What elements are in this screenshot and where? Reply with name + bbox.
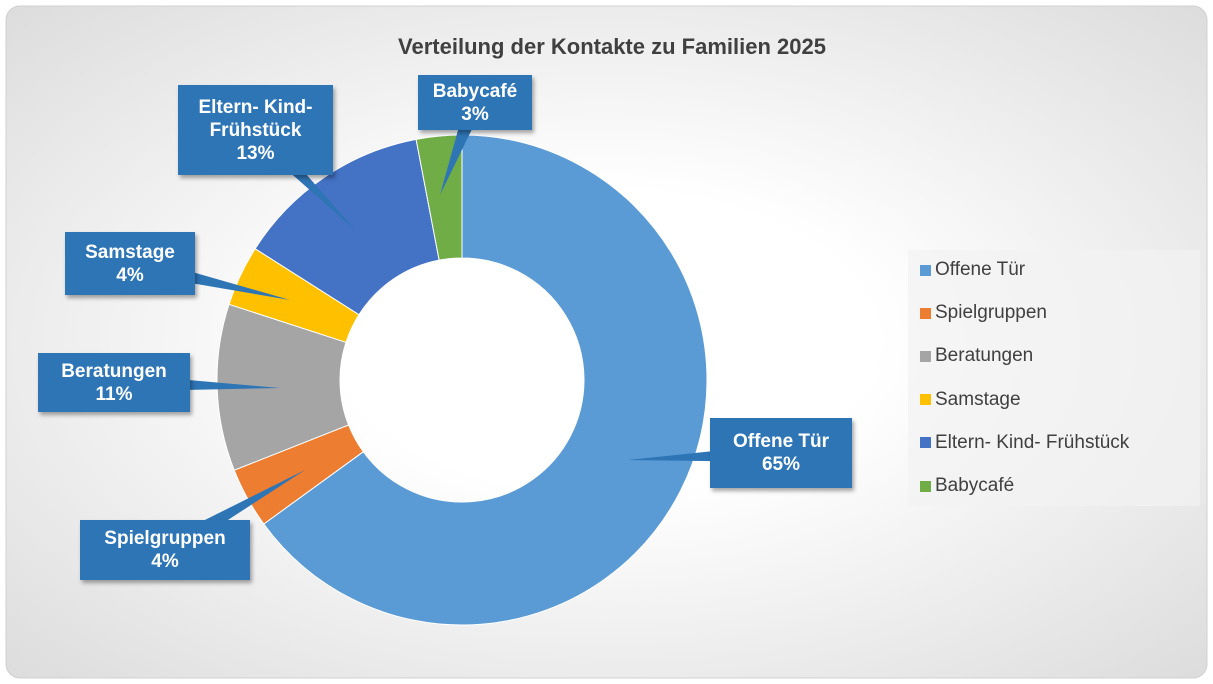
legend-swatch xyxy=(920,307,931,319)
data-label: Babycafé 3% xyxy=(418,75,532,130)
legend-label: Samstage xyxy=(935,388,1021,410)
legend-label: Offene Tür xyxy=(935,259,1026,280)
data-label-name: Beratungen xyxy=(61,360,167,382)
legend-item: Samstage xyxy=(920,388,1021,412)
legend-label: Spielgruppen xyxy=(935,302,1047,324)
data-label-value: 4% xyxy=(116,264,144,286)
data-label-value: 65% xyxy=(761,454,801,475)
data-label-name: Offene Tür xyxy=(732,431,830,452)
donut-slice xyxy=(263,134,708,626)
legend-label: Babycafé xyxy=(935,475,1015,496)
data-label-name: Eltern- Kind- Frühstück xyxy=(198,96,313,141)
data-label: Offene Tür 65% xyxy=(710,418,852,488)
legend-item: Eltern- Kind- Frühstück xyxy=(920,431,1129,455)
data-label-name: Babycafé xyxy=(432,80,518,102)
data-label: Beratungen 11% xyxy=(38,353,190,412)
data-label: Eltern- Kind- Frühstück 13% xyxy=(178,85,333,175)
data-label: Spielgruppen 4% xyxy=(80,520,250,580)
data-label: Samstage 4% xyxy=(65,232,195,295)
legend-swatch xyxy=(920,437,931,449)
legend-label: Eltern- Kind- Frühstück xyxy=(935,431,1130,453)
legend-label: Beratungen xyxy=(935,345,1034,367)
chart-title: Verteilung der Kontakte zu Familien 2025 xyxy=(398,34,826,59)
legend-swatch xyxy=(920,480,931,492)
legend-swatch xyxy=(920,350,931,362)
data-label-value: 3% xyxy=(461,103,489,125)
donut-slice xyxy=(254,138,440,316)
data-label-name: Spielgruppen xyxy=(104,528,226,549)
legend-swatch xyxy=(920,264,931,276)
data-label-value: 11% xyxy=(95,383,133,405)
data-label-value: 13% xyxy=(236,142,275,164)
legend-item: Beratungen xyxy=(920,344,1033,368)
legend-item: Offene Tür xyxy=(920,258,1025,282)
legend-box xyxy=(908,250,1200,506)
legend-item: Babycafé xyxy=(920,474,1014,498)
legend-swatch xyxy=(920,394,931,406)
data-label-name: Samstage xyxy=(85,241,175,263)
legend-item: Spielgruppen xyxy=(920,301,1047,325)
data-label-value: 4% xyxy=(151,551,179,572)
